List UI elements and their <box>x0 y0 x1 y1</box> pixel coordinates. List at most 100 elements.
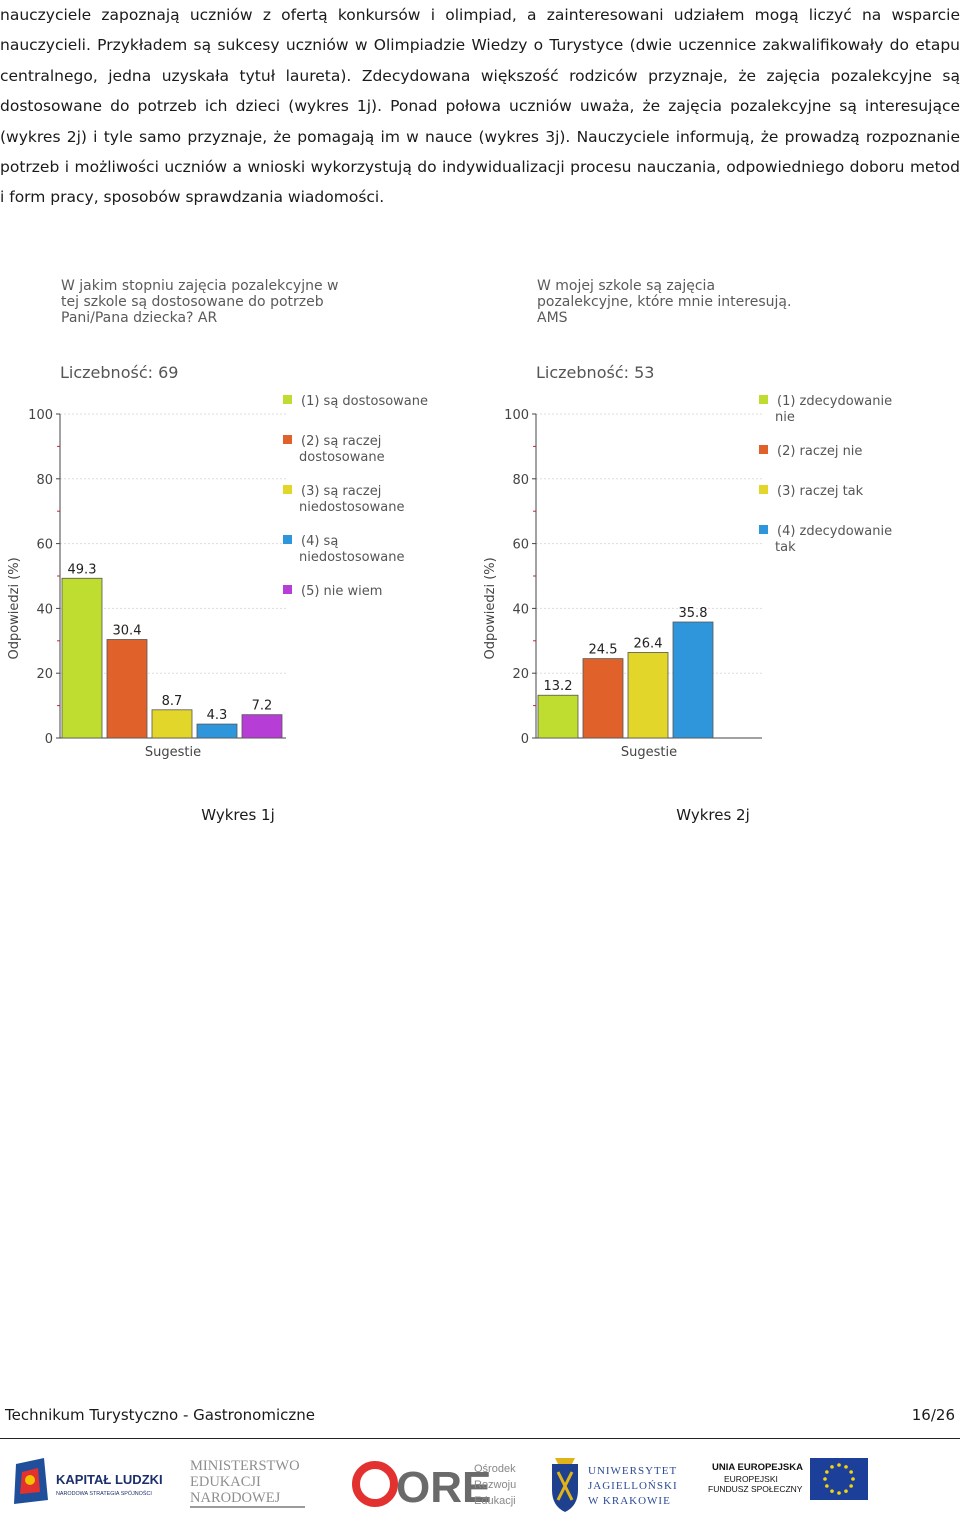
bar <box>241 714 283 739</box>
legend-label: (3) są raczej <box>301 484 381 499</box>
bar <box>537 694 579 739</box>
bar-value-label: 13.2 <box>544 679 573 694</box>
men-line3: NARODOWEJ <box>190 1490 281 1506</box>
y-axis-label: Odpowiedzi (%) <box>7 557 22 659</box>
ore-line1: Ośrodek <box>474 1463 516 1475</box>
bar-value-label: 26.4 <box>634 636 663 651</box>
kapital-ludzki-title: KAPITAŁ LUDZKI <box>56 1472 163 1487</box>
ore-line2: Rozwoju <box>474 1479 516 1491</box>
y-tick-label: 20 <box>36 667 53 682</box>
y-tick-label: 80 <box>36 473 53 488</box>
bar <box>106 639 148 739</box>
chart-interesting-classes: W mojej szkole są zajęcia pozalekcyjne, k… <box>476 272 946 772</box>
jagiellonian-university-logo: UNIWERSYTET JAGIELLOŃSKI W KRAKOWIE <box>546 1450 686 1516</box>
legend-swatch <box>759 445 768 454</box>
eu-star <box>851 1477 855 1481</box>
legend-swatch <box>283 395 292 404</box>
eu-star <box>825 1470 829 1474</box>
ue-line1: UNIA EUROPEJSKA <box>712 1462 803 1473</box>
y-tick-label: 60 <box>512 538 529 553</box>
eu-social-fund-logo: UNIA EUROPEJSKA EUROPEJSKI FUNDUSZ SPOŁE… <box>704 1450 874 1516</box>
uj-line1: UNIWERSYTET <box>588 1465 677 1477</box>
eu-star <box>830 1489 834 1493</box>
chart-adapted-to-needs: W jakim stopniu zajęcia pozalekcyjne w te… <box>0 272 470 772</box>
legend-swatch <box>283 435 292 444</box>
ue-line3: FUNDUSZ SPOŁECZNY <box>708 1484 803 1494</box>
eu-star <box>849 1470 853 1474</box>
ore-logo: ORE Ośrodek Rozwoju Edukacji <box>350 1450 525 1516</box>
eu-star <box>844 1489 848 1493</box>
bar-chart-svg: W jakim stopniu zajęcia pozalekcyjne wte… <box>7 278 428 760</box>
y-axis-label: Odpowiedzi (%) <box>483 557 498 659</box>
legend-label: (4) zdecydowanie <box>777 524 892 539</box>
chart-title-line: pozalekcyjne, które mnie interesują. <box>537 294 791 310</box>
footer-divider <box>0 1438 960 1439</box>
y-tick-label: 0 <box>45 732 53 747</box>
count-label: Liczebność: 69 <box>60 363 178 382</box>
ore-mark: ORE <box>396 1463 491 1512</box>
men-line2: EDUKACJI <box>190 1474 261 1490</box>
legend-swatch <box>759 395 768 404</box>
y-tick-label: 100 <box>28 408 53 423</box>
eu-star <box>837 1491 841 1495</box>
eu-star <box>844 1465 848 1469</box>
bar-value-label: 24.5 <box>589 643 618 658</box>
x-axis-label: Sugestie <box>621 745 677 760</box>
uj-line3: W KRAKOWIE <box>588 1495 671 1507</box>
y-tick-label: 80 <box>512 473 529 488</box>
legend-label: niedostosowane <box>299 550 404 565</box>
chart-caption-2j: Wykres 2j <box>676 806 750 824</box>
bar <box>627 652 669 739</box>
legend-label: (2) są raczej <box>301 434 381 449</box>
legend-swatch <box>759 485 768 494</box>
chart-title-line: W mojej szkole są zajęcia <box>537 278 715 294</box>
bar-value-label: 35.8 <box>679 606 708 621</box>
eu-star <box>837 1463 841 1467</box>
page-footer: Technikum Turystyczno - Gastronomiczne 1… <box>5 1406 955 1432</box>
legend-label: niedostosowane <box>299 500 404 515</box>
bar-value-label: 8.7 <box>162 694 183 709</box>
eu-star <box>825 1484 829 1488</box>
men-line1: MINISTERSTWO <box>190 1458 300 1474</box>
bar <box>196 723 238 739</box>
bar-value-label: 30.4 <box>113 624 142 639</box>
legend-swatch <box>283 535 292 544</box>
bar-value-label: 49.3 <box>68 562 97 577</box>
footer-page-number: 16/26 <box>911 1406 955 1424</box>
uj-line2: JAGIELLOŃSKI <box>588 1480 678 1492</box>
legend-label: tak <box>775 540 796 555</box>
ue-line2: EUROPEJSKI <box>724 1474 778 1484</box>
legend-label: (2) raczej nie <box>777 444 862 459</box>
eu-star <box>849 1484 853 1488</box>
legend-label: (1) są dostosowane <box>301 394 428 409</box>
chart-title-line: tej szkole są dostosowane do potrzeb <box>61 294 324 310</box>
y-tick-label: 20 <box>512 667 529 682</box>
legend-swatch <box>283 585 292 594</box>
legend-label: (3) raczej tak <box>777 484 864 499</box>
kapital-ludzki-logo: KAPITAŁ LUDZKI NARODOWA STRATEGIA SPÓJNO… <box>8 1450 178 1516</box>
x-axis-label: Sugestie <box>145 745 201 760</box>
footer-school-name: Technikum Turystyczno - Gastronomiczne <box>5 1406 315 1424</box>
y-tick-label: 100 <box>504 408 529 423</box>
chart-title-line: W jakim stopniu zajęcia pozalekcyjne w <box>61 278 338 294</box>
body-paragraph: nauczyciele zapoznają uczniów z ofertą k… <box>0 6 960 207</box>
y-tick-label: 40 <box>36 602 53 617</box>
chart-title-line: AMS <box>537 310 568 326</box>
ministry-education-logo: MINISTERSTWO EDUKACJI NARODOWEJ <box>188 1450 313 1516</box>
eu-star <box>830 1465 834 1469</box>
legend-label: (5) nie wiem <box>301 584 382 599</box>
legend-label: dostosowane <box>299 450 385 465</box>
eu-star <box>823 1477 827 1481</box>
y-tick-label: 40 <box>512 602 529 617</box>
kapital-ludzki-subtitle: NARODOWA STRATEGIA SPÓJNOŚCI <box>56 1489 152 1497</box>
bar <box>672 621 714 739</box>
ore-line3: Edukacji <box>474 1495 516 1507</box>
bar <box>582 658 624 739</box>
bar <box>61 577 103 739</box>
bar-value-label: 4.3 <box>207 708 228 723</box>
bar <box>151 709 193 739</box>
bar-value-label: 7.2 <box>252 699 273 714</box>
y-tick-label: 0 <box>521 732 529 747</box>
legend-label: nie <box>775 410 795 425</box>
